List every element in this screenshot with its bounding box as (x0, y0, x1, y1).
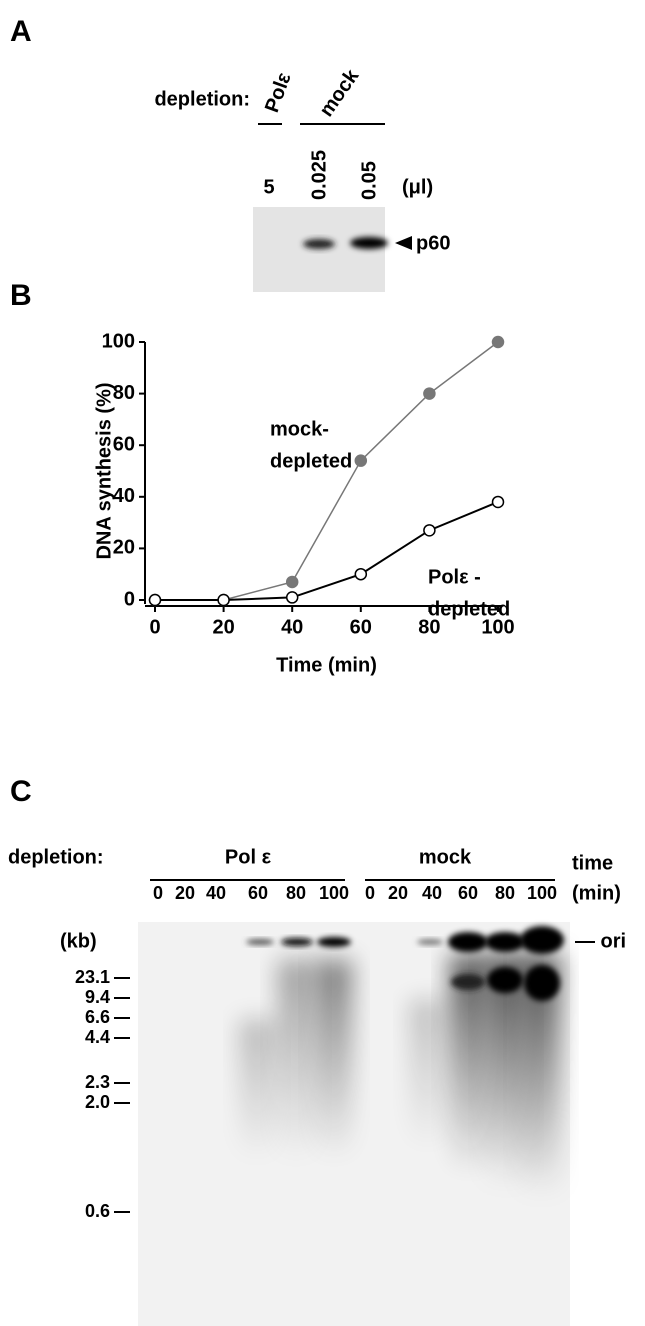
depletion-label: depletion: (154, 88, 250, 110)
point (354, 567, 368, 581)
panel-label: C (10, 775, 32, 808)
lanes: 0 20 40 60 80 100 0 20 40 60 80 100 (153, 883, 557, 903)
marker-label: 6.6 (85, 1007, 110, 1027)
lane-label: 80 (286, 883, 306, 903)
series-label: depleted (270, 450, 352, 472)
x-axis-title: Time (min) (276, 654, 377, 676)
panel-label: B (10, 279, 32, 312)
lane-label: 0 (153, 883, 163, 903)
point (423, 387, 436, 400)
point (285, 591, 299, 604)
lane-label: 5 (263, 176, 274, 198)
point (217, 593, 230, 607)
point (491, 335, 505, 349)
series-label: depleted (428, 598, 510, 620)
lane-label: 20 (175, 883, 195, 903)
y-tick-label: 60 (113, 433, 135, 455)
group-label: Polε (261, 69, 296, 115)
ori-label: — ori (575, 930, 626, 952)
arrow (395, 236, 412, 250)
marker-label: 0.6 (85, 1201, 110, 1221)
unit-label: (μl) (402, 176, 433, 198)
point (354, 454, 368, 467)
chart: 0 20 40 60 80 100 0 20 40 60 80 100 Time (min) DNA sy… (93, 330, 514, 676)
lane-label: 40 (422, 883, 442, 903)
time-label: (min) (572, 882, 621, 904)
lane-label: 100 (319, 883, 349, 903)
lane-label: 20 (388, 883, 408, 903)
x-tick-label: 100 (481, 616, 514, 638)
x-tick-label: 0 (149, 616, 160, 638)
point (491, 495, 505, 509)
time-label: time (572, 852, 613, 874)
size-unit: (kb) (60, 930, 97, 952)
panel-label: A (10, 15, 32, 48)
x-tick-label: 20 (212, 616, 234, 638)
lane-label: 0.05 (358, 161, 380, 200)
marker-label: 4.4 (85, 1027, 110, 1047)
series-label: mock- (270, 418, 329, 440)
lane-label: 60 (248, 883, 268, 903)
lane-label: 0 (365, 883, 375, 903)
y-tick-label: 80 (113, 382, 135, 404)
marker-label: 2.0 (85, 1092, 110, 1112)
y-tick-label: 0 (124, 588, 135, 610)
point (148, 593, 162, 607)
group-label: mock (419, 846, 472, 868)
x-tick-label: 60 (350, 616, 372, 638)
depletion-label: depletion: (8, 846, 104, 868)
gel-signal (240, 926, 564, 1195)
group-label: Pol ε (225, 846, 272, 868)
lane-label: 0.025 (308, 150, 330, 200)
y-tick-label: 20 (113, 537, 135, 559)
y-tick-label: 40 (113, 485, 135, 507)
x-tick-label: 80 (418, 616, 440, 638)
marker-label: 23.1 (75, 967, 110, 987)
marker-label: 2.3 (85, 1072, 110, 1092)
y-tick-label: 100 (102, 330, 135, 352)
point (285, 575, 299, 589)
lane-label: 40 (206, 883, 226, 903)
series-line (155, 501, 499, 601)
band (350, 237, 388, 249)
y-axis-title: DNA synthesis (%) (93, 382, 115, 559)
lane-label: 80 (495, 883, 515, 903)
lane-label: 60 (458, 883, 478, 903)
markers: 23.19.46.64.4 2.32.0 0.6 (75, 967, 130, 1221)
series-label: Polε - (428, 566, 481, 588)
band (303, 239, 335, 249)
marker-label: 9.4 (85, 987, 110, 1007)
point (423, 524, 436, 537)
group-label: mock (315, 65, 363, 121)
lane-label: 100 (527, 883, 557, 903)
band-label: p60 (416, 232, 450, 254)
x-tick-label: 40 (281, 616, 303, 638)
blot (253, 207, 385, 292)
